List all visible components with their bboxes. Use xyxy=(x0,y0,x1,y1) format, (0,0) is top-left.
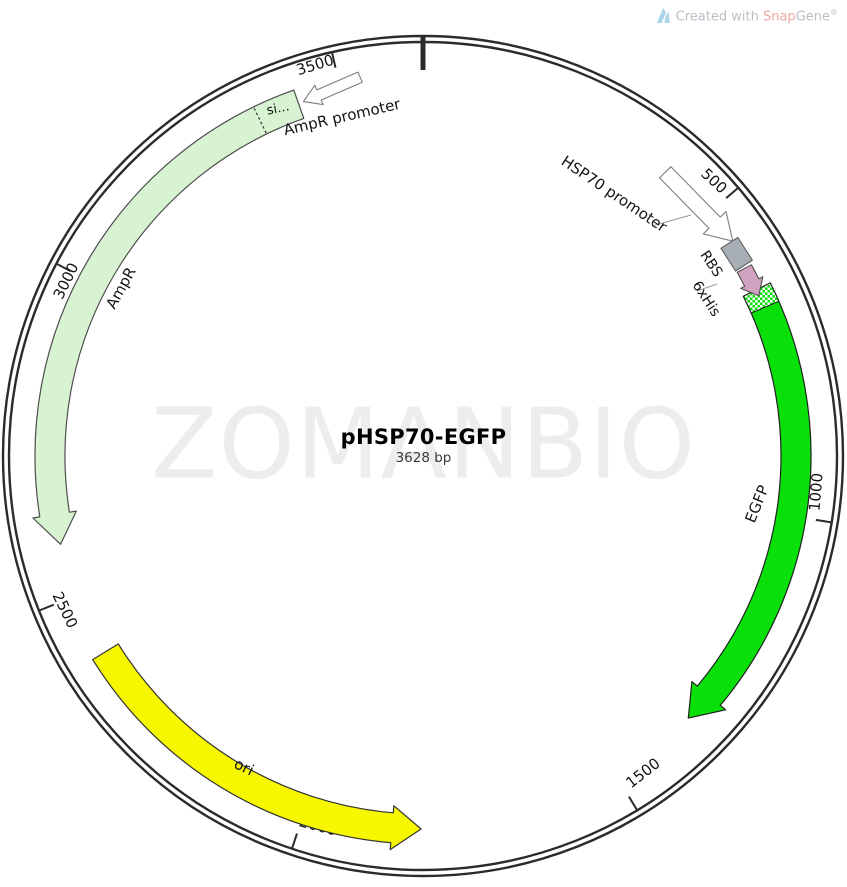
leader-line-hsp70-promoter xyxy=(651,214,692,227)
feature-hsp70-promoter xyxy=(658,166,734,242)
feature-label-signal: si... xyxy=(265,99,290,118)
tick-label-2500: 2500 xyxy=(49,589,82,631)
feature-6xhis xyxy=(736,264,764,297)
credit-brand-gene: Gene xyxy=(795,9,830,25)
credit-text: Created with SnapGene® xyxy=(675,8,838,25)
tick-2000 xyxy=(291,833,298,849)
feature-egfp-overlap-hatch xyxy=(742,282,780,314)
feature-rbs xyxy=(720,236,754,272)
credit-brand-snap: Snap xyxy=(762,9,796,25)
feature-ampr xyxy=(32,89,305,545)
tick-label-1500: 1500 xyxy=(622,754,663,792)
watermark-text: ZOMANBIO xyxy=(151,387,696,501)
tick-2500 xyxy=(39,603,55,612)
tick-3000 xyxy=(56,263,72,272)
snapgene-logo-icon xyxy=(656,8,670,24)
feature-label-hsp70-promoter: HSP70 promoter xyxy=(558,152,671,236)
tick-500 xyxy=(725,187,739,199)
feature-label-rbs: RBS xyxy=(697,248,726,280)
tick-3500 xyxy=(331,52,337,68)
feature-ori xyxy=(92,643,422,851)
registered-mark: ® xyxy=(830,8,838,17)
feature-label-6xhis: 6xHis xyxy=(689,278,724,319)
leader-line-6xhis xyxy=(696,283,718,292)
feature-label-egfp: EGFP xyxy=(741,483,772,526)
tick-1000 xyxy=(815,518,831,524)
plasmid-ring-outer xyxy=(1,34,845,878)
feature-ampr-promoter xyxy=(302,71,363,106)
plasmid-ring-inner xyxy=(7,40,839,872)
tick-1500 xyxy=(628,796,638,810)
snapgene-credit: Created with SnapGene® xyxy=(656,8,838,24)
feature-label-ampr-promoter: AmpR promoter xyxy=(282,95,403,140)
feature-egfp xyxy=(687,282,812,719)
tick-label-500: 500 xyxy=(697,165,730,198)
